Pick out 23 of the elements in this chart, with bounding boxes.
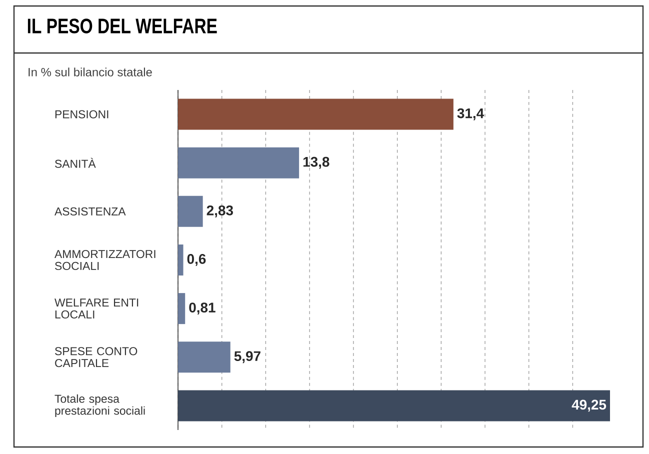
data-label: 49,25 [572,400,606,412]
data-label: 13,8 [303,156,330,169]
y-tick-label: PENSIONI [55,110,108,118]
data-label: 2,83 [206,205,233,218]
data-label: 0,6 [187,254,206,266]
y-tick-label: Totale spesa prestazioni sociali [54,394,145,418]
y-tick-label: SPESE CONTO CAPITALE [55,347,138,368]
bar [178,342,230,373]
data-label: 5,97 [234,351,260,364]
data-label: 31,4 [457,108,484,120]
y-tick-label: WELFARE ENTI LOCALI [54,298,138,319]
bar [178,244,184,276]
y-tick-label: ASSISTENZA [54,207,126,216]
y-tick-label: AMMORTIZZATORI SOCIALI [54,250,156,270]
bar [178,390,610,422]
chart-title: IL PESO DEL WELFARE [28,18,217,34]
bar [178,196,203,227]
chart-subtitle: In % sul bilancio statale [28,68,152,76]
bar [178,98,454,130]
y-tick-label: SANITÀ [55,158,96,168]
bar [178,147,300,178]
data-label: 0,81 [189,302,216,315]
bar [178,293,186,324]
